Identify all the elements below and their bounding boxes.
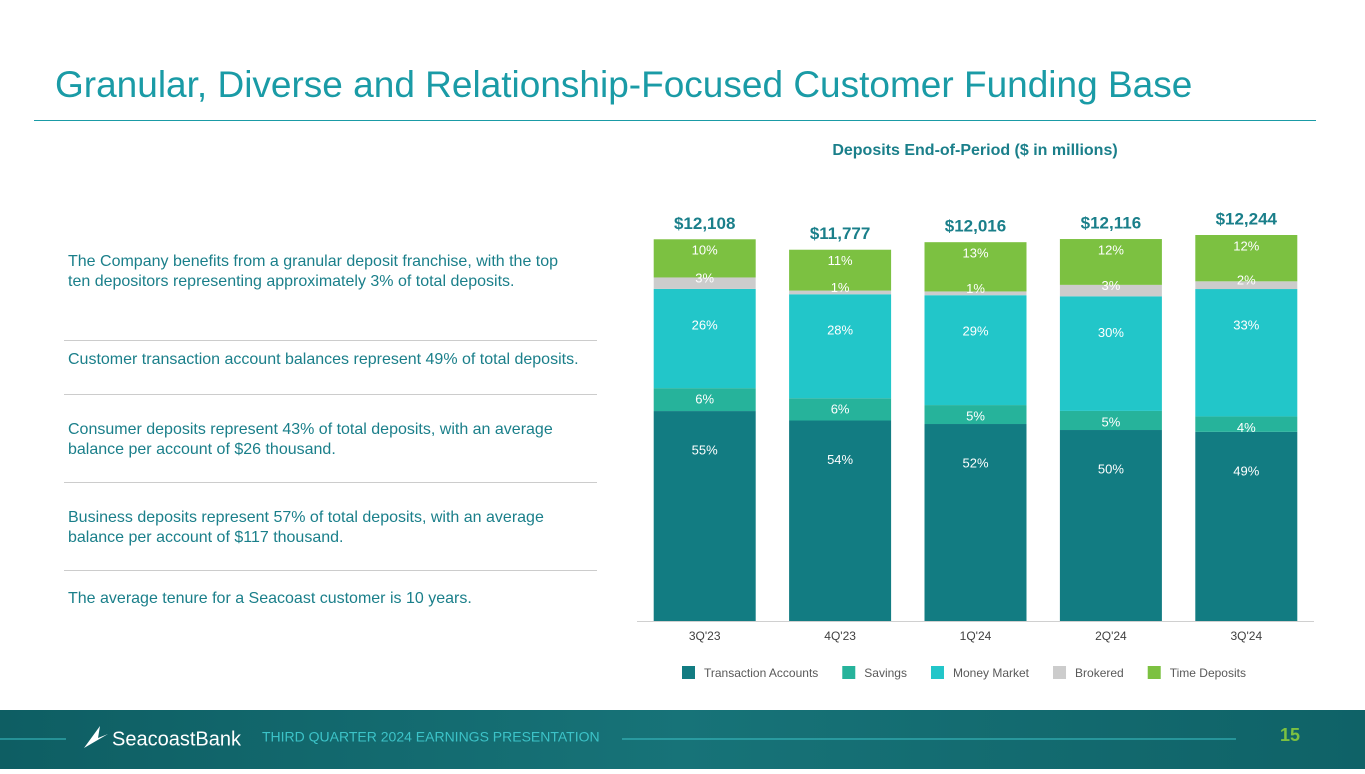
segment-label: 33% — [1233, 317, 1259, 332]
segment-label: 11% — [828, 253, 853, 268]
segment-label: 1% — [831, 280, 850, 295]
segment-label: 2% — [1237, 273, 1256, 288]
segment-label: 3% — [695, 271, 714, 286]
total-label: $12,108 — [674, 214, 735, 233]
chart-title: Deposits End-of-Period ($ in millions) — [832, 142, 1117, 159]
bar-segment — [1059, 284, 1162, 297]
bar-segment — [1195, 281, 1298, 290]
segment-label: 12% — [1098, 242, 1124, 257]
bar-segment — [1195, 431, 1298, 621]
page-number: 15 — [1280, 725, 1300, 745]
segment-label: 3% — [1102, 278, 1121, 293]
slide-title: Granular, Diverse and Relationship-Focus… — [55, 64, 1193, 105]
bar-segment — [924, 291, 1027, 296]
separator — [64, 482, 597, 483]
x-tick-label: 4Q'23 — [824, 629, 856, 643]
bullet: The Company benefits from a granular dep… — [68, 253, 559, 290]
bar-segment — [789, 398, 892, 421]
bar-segment — [924, 405, 1027, 425]
legend-swatch — [1147, 666, 1161, 679]
segment-label: 54% — [827, 452, 853, 467]
segment-label: 4% — [1237, 420, 1256, 435]
bullet: Consumer deposits represent 43% of total… — [68, 421, 553, 458]
x-tick-label: 3Q'23 — [689, 629, 721, 643]
x-tick-label: 3Q'24 — [1230, 629, 1262, 643]
segment-label: 28% — [827, 323, 853, 338]
segment-label: 30% — [1098, 325, 1124, 340]
segment-label: 6% — [831, 402, 850, 417]
bar-segment — [789, 294, 892, 399]
segment-label: 50% — [1098, 461, 1124, 476]
total-label: $12,016 — [945, 217, 1006, 236]
bar-segment — [1059, 410, 1162, 431]
legend-swatch — [1053, 666, 1067, 679]
bullet: Business deposits represent 57% of total… — [68, 509, 544, 546]
chart: Deposits End-of-Period ($ in millions) 5… — [637, 142, 1314, 680]
legend-swatch — [930, 666, 944, 679]
segment-label: 5% — [1102, 414, 1121, 429]
footer-art: SeacoastBank THIRD QUARTER 2024 EARNINGS… — [0, 725, 1300, 750]
legend-swatch — [842, 666, 856, 679]
segment-label: 55% — [692, 442, 718, 457]
bar-segment — [924, 242, 1027, 292]
legend-label: Savings — [864, 666, 907, 680]
separator — [64, 394, 597, 395]
bar-segment — [924, 424, 1027, 621]
bar-stack — [1059, 239, 1162, 621]
bar-segment — [1059, 430, 1162, 621]
bar-stack — [924, 242, 1027, 621]
separator — [64, 570, 597, 571]
bullet: Customer transaction account balances re… — [68, 351, 579, 368]
bar-segment — [653, 411, 756, 621]
bar-segment — [789, 290, 892, 295]
total-label: $12,244 — [1216, 209, 1278, 228]
brand: SeacoastBank — [112, 728, 242, 750]
segment-label: 26% — [692, 317, 718, 332]
segment-label: 6% — [695, 392, 714, 407]
segment-label: 12% — [1233, 238, 1259, 253]
bar-segment — [1059, 239, 1162, 285]
bar-stack — [653, 239, 756, 621]
bar-segment — [1195, 235, 1298, 282]
x-tick-label: 1Q'24 — [960, 629, 992, 643]
bar-segment — [924, 295, 1027, 406]
x-tick-label: 2Q'24 — [1095, 629, 1127, 643]
segment-label: 5% — [966, 409, 985, 424]
footer: SeacoastBank THIRD QUARTER 2024 EARNINGS… — [0, 710, 1365, 769]
legend-label: Time Deposits — [1170, 666, 1246, 680]
segment-label: 52% — [962, 455, 988, 470]
legend-label: Money Market — [953, 666, 1030, 680]
segment-label: 49% — [1233, 463, 1259, 478]
total-label: $12,116 — [1081, 214, 1142, 233]
bar-stack — [789, 249, 892, 621]
segment-label: 10% — [692, 243, 718, 258]
bar-segment — [653, 277, 756, 289]
bar-segment — [653, 388, 756, 412]
separator — [64, 340, 597, 341]
bullet: The average tenure for a Seacoast custom… — [68, 590, 472, 607]
legend-swatch — [682, 666, 695, 679]
segment-label: 13% — [962, 246, 988, 261]
bar-segment — [1195, 416, 1298, 432]
title-rule — [34, 120, 1316, 121]
segment-label: 29% — [962, 324, 988, 339]
bar-segment — [653, 239, 756, 278]
total-label: $11,777 — [810, 224, 871, 243]
legend-label: Transaction Accounts — [704, 666, 818, 680]
legend-label: Brokered — [1075, 666, 1124, 680]
bar-segment — [1059, 296, 1162, 411]
bar-segment — [789, 420, 892, 621]
bar-segment — [653, 288, 756, 389]
bar-segment — [789, 249, 892, 291]
bar-stack — [1195, 235, 1298, 621]
bar-segment — [1195, 289, 1298, 417]
segment-label: 1% — [966, 281, 985, 296]
footer-text: THIRD QUARTER 2024 EARNINGS PRESENTATION — [262, 729, 600, 745]
